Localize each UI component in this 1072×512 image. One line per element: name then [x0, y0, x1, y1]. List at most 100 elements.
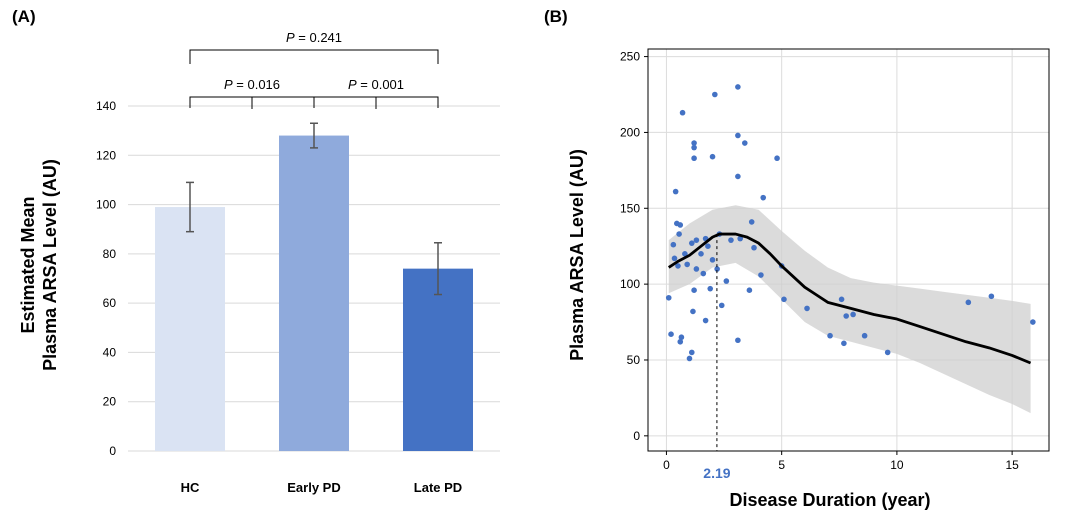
panel-a-significance-brackets: P = 0.016 P = 0.001 P = 0.241 [189, 30, 439, 109]
panel-b-point [682, 250, 688, 257]
panel-b-point [705, 243, 711, 250]
panel-b-point [678, 334, 685, 341]
panel-b-point [884, 349, 891, 356]
panel-b-points [665, 84, 1036, 362]
panel-b-point [665, 294, 672, 301]
panel-b-smooth-curve [667, 232, 1032, 365]
panel-a-label: (A) [12, 7, 36, 26]
panel-b-point [679, 109, 686, 116]
panel-a-p-value: P = 0.241 [286, 30, 342, 45]
panel-b-point [676, 231, 682, 237]
panel-a-y-tick-label: 40 [103, 345, 117, 359]
panel-b-point [709, 257, 716, 263]
panel-b-y-tick-label: 150 [620, 201, 640, 215]
panel-b-point [735, 132, 741, 139]
panel-b-point [861, 332, 868, 339]
panel-a-bars [155, 135, 473, 452]
panel-a-bracket [189, 96, 315, 109]
panel-b-border [647, 48, 1050, 452]
panel-b-point [774, 155, 780, 162]
panel-a-y-tick-label: 0 [109, 444, 116, 458]
panel-b-smooth-line [667, 232, 1032, 365]
panel-b-point [748, 219, 755, 225]
panel-a-y-tick-label: 80 [103, 247, 117, 261]
panel-b-point [723, 278, 730, 284]
panel-b-point [741, 140, 748, 146]
panel-b-point [735, 84, 741, 90]
panel-a-y-tick-label: 20 [103, 395, 117, 409]
panel-b-point [700, 270, 707, 277]
panel-a-bracket [313, 96, 439, 109]
panel-b-x-tick-label: 0 [663, 458, 670, 472]
panel-a-ylabel-line1: Estimated Mean [18, 196, 38, 333]
panel-b-y-tick-label: 200 [620, 125, 640, 139]
panel-a: (A) 0 20 40 60 80 100 120 140 HC Early PD Late PD… [12, 7, 500, 495]
panel-b-point [843, 313, 849, 319]
panel-b-y-tick-label: 0 [633, 429, 640, 443]
panel-b-point [671, 255, 678, 262]
panel-a-bar [279, 135, 349, 452]
panel-b-point [781, 296, 787, 303]
panel-b-x-tick-label: 10 [890, 458, 904, 472]
panel-b-point [838, 296, 845, 303]
panel-b-point [735, 173, 741, 180]
panel-a-category-label: Late PD [414, 480, 462, 495]
panel-a-bar [155, 207, 225, 451]
panel-b-point [672, 188, 679, 195]
panel-b-point [751, 244, 757, 251]
panel-a-p-value: P = 0.016 [224, 77, 280, 92]
panel-b-point [709, 153, 716, 160]
panel-a-bar [403, 268, 473, 451]
panel-b-point [691, 144, 697, 151]
panel-a-error-bars [186, 122, 442, 296]
panel-b-point [735, 337, 741, 344]
panel-b-point [690, 308, 696, 315]
panel-b-point [670, 241, 677, 248]
panel-a-bracket [189, 49, 439, 64]
panel-b-ylabel: Plasma ARSA Level (AU) [567, 149, 587, 361]
panel-b-point [688, 349, 695, 356]
panel-b-point [668, 331, 674, 337]
panel-b-point [827, 332, 833, 339]
panel-a-category-label: Early PD [287, 480, 340, 495]
panel-b-point [686, 355, 693, 362]
panel-b-xlabel: Disease Duration (year) [729, 490, 930, 510]
panel-b-y-tick-label: 100 [620, 277, 640, 291]
panel-b-point [988, 293, 995, 300]
panel-b-point [1030, 319, 1036, 325]
panel-a-y-tick-label: 140 [96, 99, 116, 113]
panel-b-x-tick-label: 15 [1005, 458, 1019, 472]
panel-b-peak-label: 2.19 [703, 465, 730, 481]
panel-b-point [841, 340, 847, 347]
panel-b-point [965, 299, 972, 306]
panel-b-point [850, 311, 856, 318]
panel-b-point [675, 263, 681, 269]
panel-a-p-value: P = 0.001 [348, 77, 404, 92]
panel-b-point [728, 237, 734, 243]
panel-b-y-tick-label: 250 [620, 50, 640, 64]
panel-b-point [737, 235, 743, 242]
panel-a-y-tick-label: 100 [96, 198, 116, 212]
panel-b-point [691, 155, 697, 162]
panel-a-category-label: HC [181, 480, 200, 495]
panel-b-point [693, 237, 700, 243]
panel-b-point [688, 240, 695, 246]
panel-a-y-tick-label: 60 [103, 296, 117, 310]
panel-b-point [698, 250, 704, 257]
panel-a-y-axis-title: Estimated Mean Plasma ARSA Level (AU) [18, 159, 60, 371]
panel-b-point [693, 266, 700, 272]
panel-a-ylabel-line2: Plasma ARSA Level (AU) [40, 159, 60, 371]
panel-b-point [746, 287, 753, 294]
panel-b-point [760, 194, 767, 201]
panel-b-label: (B) [544, 7, 568, 26]
panel-b-point [804, 305, 810, 312]
panel-b-point [677, 338, 684, 345]
panel-b-point [707, 285, 714, 292]
panel-b-point [677, 222, 684, 228]
panel-b-point [684, 261, 690, 268]
panel-a-category-labels: HC Early PD Late PD [181, 480, 463, 495]
panel-b-point [702, 317, 709, 324]
